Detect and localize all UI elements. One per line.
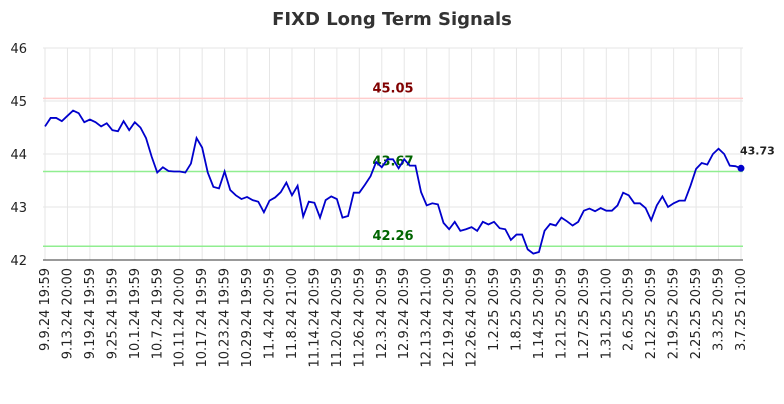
x-tick-label: 1.2.25 20:59 xyxy=(487,268,502,351)
x-tick-label: 1.21.25 20:59 xyxy=(554,268,569,359)
chart-title: FIXD Long Term Signals xyxy=(272,9,512,30)
x-tick-label: 11.8.24 21:00 xyxy=(285,268,300,359)
reference-label: 42.26 xyxy=(372,229,413,244)
x-tick-label: 1.14.25 20:59 xyxy=(532,268,547,359)
x-tick-label: 1.31.25 21:00 xyxy=(599,268,614,359)
x-tick-label: 12.13.24 21:00 xyxy=(420,268,435,368)
x-tick-label: 9.25.24 19:59 xyxy=(105,268,120,359)
x-tick-label: 11.4.24 20:59 xyxy=(263,268,278,359)
x-tick-label: 2.25.25 20:59 xyxy=(689,268,704,359)
y-tick-label: 44 xyxy=(10,148,27,163)
y-tick-label: 43 xyxy=(10,201,27,216)
x-tick-label: 12.19.24 20:59 xyxy=(442,268,457,368)
x-tick-label: 1.27.25 20:59 xyxy=(577,268,592,359)
x-tick-label: 9.19.24 19:59 xyxy=(83,268,98,359)
x-tick-label: 1.8.25 20:59 xyxy=(509,268,524,351)
reference-label: 45.05 xyxy=(372,81,413,96)
x-tick-label: 2.6.25 20:59 xyxy=(622,268,637,351)
x-tick-label: 2.19.25 20:59 xyxy=(667,268,682,359)
x-tick-label: 10.1.24 19:59 xyxy=(128,268,143,359)
x-tick-label: 12.26.24 20:59 xyxy=(465,268,480,368)
last-point xyxy=(737,164,745,172)
x-tick-label: 10.29.24 19:59 xyxy=(240,268,255,368)
x-tick-label: 2.12.25 20:59 xyxy=(644,268,659,359)
series-line xyxy=(44,109,742,255)
x-tick-label: 10.7.24 19:59 xyxy=(150,268,165,359)
x-tick-label: 11.14.24 20:59 xyxy=(307,268,322,368)
x-tick-label: 3.7.25 21:00 xyxy=(734,268,749,351)
x-tick-label: 10.23.24 19:59 xyxy=(218,268,233,368)
x-tick-label: 12.9.24 20:59 xyxy=(397,268,412,359)
x-tick-label: 3.3.25 20:59 xyxy=(712,268,727,351)
x-tick-label: 10.17.24 19:59 xyxy=(195,268,210,368)
y-tick-label: 42 xyxy=(10,254,27,269)
x-tick-label: 11.20.24 20:59 xyxy=(330,268,345,368)
y-tick-label: 46 xyxy=(10,42,27,57)
x-tick-label: 9.9.24 19:59 xyxy=(38,268,53,351)
x-tick-label: 12.3.24 20:59 xyxy=(375,268,390,359)
x-tick-label: 9.13.24 20:00 xyxy=(60,268,75,359)
x-tick-label: 10.11.24 20:00 xyxy=(173,268,188,368)
y-tick-label: 45 xyxy=(10,95,27,110)
last-value-label: 43.73 xyxy=(740,144,775,157)
x-tick-label: 11.26.24 20:59 xyxy=(352,268,367,368)
